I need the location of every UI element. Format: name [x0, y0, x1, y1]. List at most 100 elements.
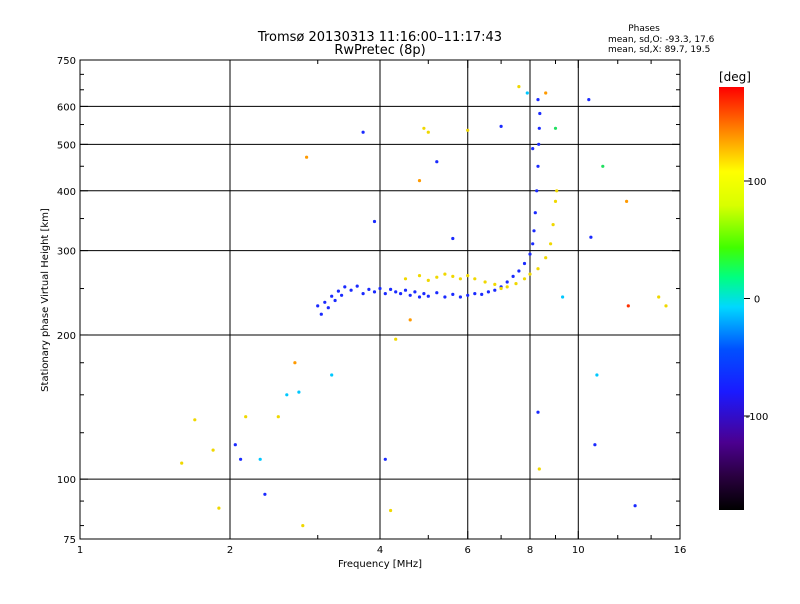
data-point-series-2	[408, 318, 412, 322]
phases-title: Phases	[628, 24, 660, 34]
data-point-series-1	[544, 256, 548, 260]
data-point-series-0	[538, 111, 542, 116]
data-point-series-2	[435, 160, 439, 164]
data-point-series-0	[426, 294, 430, 298]
data-point-series-0	[536, 98, 540, 102]
data-point-series-2	[422, 126, 426, 130]
data-point-series-0	[435, 291, 439, 295]
data-point-series-2	[394, 337, 398, 341]
y-tick-label: 75	[63, 535, 76, 546]
data-point-series-2	[233, 443, 237, 447]
data-point-series-1	[466, 274, 470, 278]
data-point-series-2	[217, 506, 221, 510]
data-point-series-1	[514, 282, 518, 286]
data-point-series-0	[505, 280, 509, 284]
data-point-series-0	[326, 306, 330, 310]
data-point-series-1	[551, 223, 555, 227]
data-point-series-1	[505, 285, 509, 289]
data-point-series-1	[458, 277, 462, 281]
y-tick-label: 600	[57, 102, 76, 113]
data-point-series-2	[305, 155, 309, 159]
data-point-series-0	[403, 288, 408, 292]
data-point-series-0	[349, 288, 353, 292]
data-point-series-2	[239, 457, 243, 461]
data-point-series-0	[316, 304, 320, 308]
y-tick-label: 750	[57, 56, 76, 67]
data-point-series-1	[483, 280, 487, 284]
data-point-series-0	[473, 292, 477, 296]
data-point-series-1	[443, 272, 447, 276]
data-point-series-2	[211, 448, 215, 452]
data-point-series-2	[276, 415, 280, 419]
data-point-series-1	[499, 286, 503, 291]
data-point-series-0	[532, 229, 536, 233]
data-point-series-0	[535, 189, 539, 193]
data-point-series-2	[625, 199, 629, 203]
data-point-series-0	[408, 293, 412, 297]
data-points	[180, 85, 668, 528]
data-point-series-2	[426, 130, 430, 134]
x-axis-label: Frequency [MHz]	[338, 559, 422, 570]
data-point-series-0	[517, 269, 521, 273]
y-tick-label: 200	[57, 331, 76, 342]
data-point-series-2	[601, 164, 605, 168]
y-tick-label: 300	[57, 247, 76, 258]
data-point-series-0	[533, 211, 537, 215]
x-tick-label: 6	[465, 545, 471, 556]
data-point-series-0	[537, 142, 541, 146]
x-tick-label: 1	[77, 545, 83, 556]
data-point-series-2	[301, 524, 305, 528]
data-point-series-0	[443, 295, 447, 299]
data-point-series-0	[511, 274, 515, 278]
data-point-series-1	[528, 272, 532, 276]
axis-ticks	[79, 59, 681, 540]
data-point-series-0	[343, 285, 347, 289]
data-point-series-0	[531, 242, 535, 246]
data-point-series-2	[593, 443, 597, 447]
x-tick-label: 4	[377, 545, 383, 556]
colorbar	[719, 87, 744, 510]
data-point-series-2	[383, 457, 387, 461]
data-point-series-1	[417, 274, 422, 278]
data-point-series-0	[383, 292, 387, 296]
data-point-series-0	[536, 164, 540, 168]
data-point-series-2	[285, 393, 289, 397]
data-point-series-2	[417, 179, 422, 183]
data-point-series-2	[626, 304, 630, 308]
data-point-series-1	[435, 275, 439, 279]
colorbar-label: [deg]	[719, 70, 751, 84]
data-point-series-2	[361, 130, 365, 134]
data-point-series-2	[297, 390, 301, 394]
data-point-series-2	[293, 361, 297, 365]
data-point-series-0	[340, 293, 344, 297]
data-point-series-2	[330, 373, 334, 377]
data-point-series-2	[537, 467, 541, 471]
colorbar-tick-label: 0	[754, 295, 760, 306]
data-point-series-2	[561, 295, 565, 299]
data-point-series-2	[372, 219, 377, 224]
data-point-series-1	[403, 277, 408, 281]
data-point-series-2	[499, 124, 503, 128]
data-point-series-2	[664, 304, 668, 308]
data-point-series-0	[466, 293, 470, 297]
data-point-series-0	[486, 290, 490, 294]
data-point-series-0	[355, 284, 359, 288]
data-point-series-0	[394, 290, 398, 294]
data-point-series-0	[319, 312, 323, 316]
phases-x-line: mean, sd,X: 89.7, 19.5	[608, 45, 710, 55]
colorbar-tick-label: -100	[746, 412, 769, 423]
data-point-series-2	[193, 418, 197, 422]
colorbar-ticks: 100 0 -100	[744, 177, 768, 423]
data-point-series-2	[536, 410, 540, 414]
y-axis-label: Stationary phase Virtual Height [km]	[40, 208, 51, 392]
data-point-series-0	[413, 290, 417, 294]
data-point-series-2	[258, 457, 262, 461]
data-point-series-0	[367, 287, 371, 291]
colorbar-tick-label: 100	[747, 177, 766, 188]
data-point-series-0	[333, 298, 337, 303]
data-point-series-1	[536, 267, 540, 271]
data-point-series-0	[422, 292, 426, 296]
chart-subtitle: RwPretec (8p)	[334, 43, 425, 58]
data-point-series-0	[323, 300, 327, 304]
